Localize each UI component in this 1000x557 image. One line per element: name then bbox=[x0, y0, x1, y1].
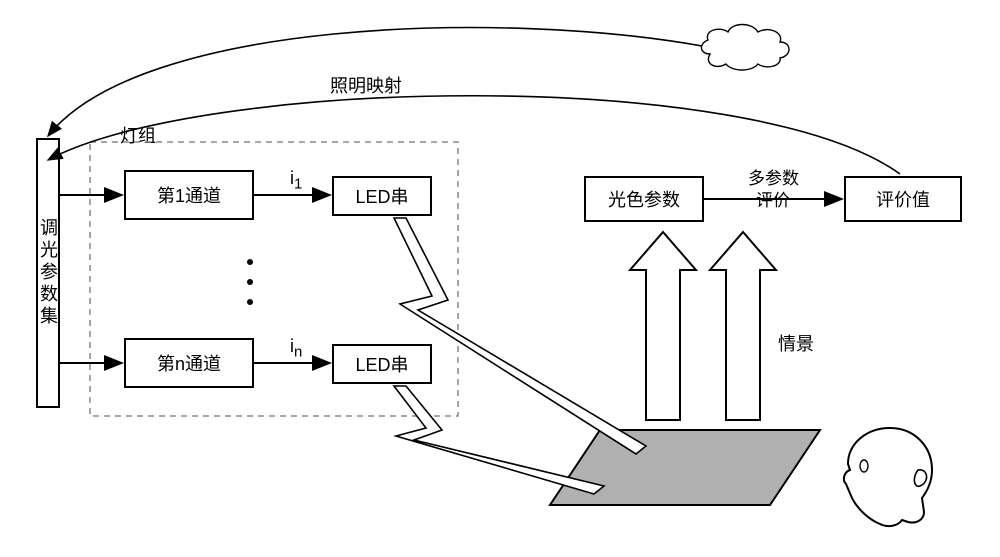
paramset-box: 调光参数集 bbox=[36, 138, 60, 408]
moga-label: MOGA bbox=[726, 40, 769, 56]
channel-1-box: 第1通道 bbox=[124, 170, 254, 220]
channel-n-label: 第n通道 bbox=[157, 350, 221, 376]
head-ear bbox=[914, 470, 926, 486]
lightparam-label: 光色参数 bbox=[608, 186, 680, 212]
channel-n-box: 第n通道 bbox=[124, 338, 254, 388]
mapping-label: 照明映射 bbox=[330, 72, 402, 98]
block-arrow-light bbox=[630, 232, 696, 420]
head-silhouette bbox=[844, 428, 932, 526]
channel-1-label: 第1通道 bbox=[157, 182, 221, 208]
desk-label: 课桌面 bbox=[700, 452, 754, 478]
group-label: 灯组 bbox=[120, 122, 156, 148]
scene-label: 情景 bbox=[778, 330, 814, 356]
dots-1 bbox=[247, 259, 253, 265]
multiparam-label-2: 评价 bbox=[756, 186, 790, 211]
evalval-box: 评价值 bbox=[844, 176, 962, 222]
led-1-label: LED串 bbox=[355, 183, 408, 209]
block-arrow-scene bbox=[710, 232, 776, 420]
led-n-label: LED串 bbox=[355, 351, 408, 377]
dots-3 bbox=[247, 299, 253, 305]
dots-2 bbox=[247, 279, 253, 285]
diagram-svg bbox=[0, 0, 1000, 557]
led-1-box: LED串 bbox=[332, 176, 432, 216]
paramset-label: 调光参数集 bbox=[35, 218, 61, 328]
led-n-box: LED串 bbox=[332, 344, 432, 384]
evalval-label: 评价值 bbox=[876, 186, 930, 212]
curve-eval-paramset bbox=[48, 96, 900, 174]
in-label: in bbox=[290, 336, 302, 361]
lightparam-box: 光色参数 bbox=[584, 176, 704, 222]
desk-shape bbox=[550, 430, 820, 505]
i1-label: i1 bbox=[290, 168, 302, 193]
zigzag-led1-desk bbox=[394, 218, 646, 454]
head-eye bbox=[860, 460, 868, 472]
zigzag-ledn-desk bbox=[394, 386, 604, 494]
